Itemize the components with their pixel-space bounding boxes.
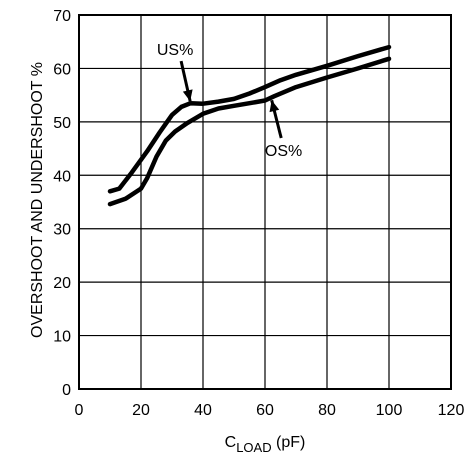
annotation-arrowhead-us [182, 89, 193, 102]
tick-labels: 0 20 40 60 80 100 120 0 10 20 30 40 50 60 70 [53, 8, 464, 419]
y-tick-label: 0 [62, 382, 71, 399]
x-axis-label-unit: (pF) [272, 434, 306, 451]
y-tick-label: 10 [53, 329, 71, 346]
y-tick-label: 70 [53, 8, 71, 25]
annotations-layer: US% OS% [157, 42, 302, 160]
annotation-label-os: OS% [265, 143, 302, 160]
annotation-label-us: US% [157, 42, 193, 59]
annotation-arrowhead-os [269, 100, 280, 113]
y-tick-label: 30 [53, 222, 71, 239]
series-line-us [107, 44, 392, 194]
y-axis-label: OVERSHOOT AND UNDERSHOOT % [29, 62, 46, 338]
x-tick-label: 0 [75, 402, 84, 419]
y-tick-label: 60 [53, 61, 71, 78]
x-tick-label: 40 [194, 402, 212, 419]
x-tick-label: 100 [376, 402, 403, 419]
x-axis-label: CLOAD (pF) [225, 434, 306, 455]
x-tick-label: 80 [318, 402, 336, 419]
y-tick-label: 20 [53, 275, 71, 292]
y-tick-label: 50 [53, 115, 71, 132]
series-layer [107, 44, 392, 207]
x-axis-label-subscript: LOAD [236, 440, 271, 455]
plot-frame [78, 14, 452, 390]
x-axis-label-main: C [225, 434, 237, 451]
x-tick-label: 20 [132, 402, 150, 419]
x-tick-label: 120 [438, 402, 465, 419]
y-tick-label: 40 [53, 168, 71, 185]
grid [79, 15, 451, 389]
series-line-os [107, 56, 392, 207]
x-tick-label: 60 [256, 402, 274, 419]
